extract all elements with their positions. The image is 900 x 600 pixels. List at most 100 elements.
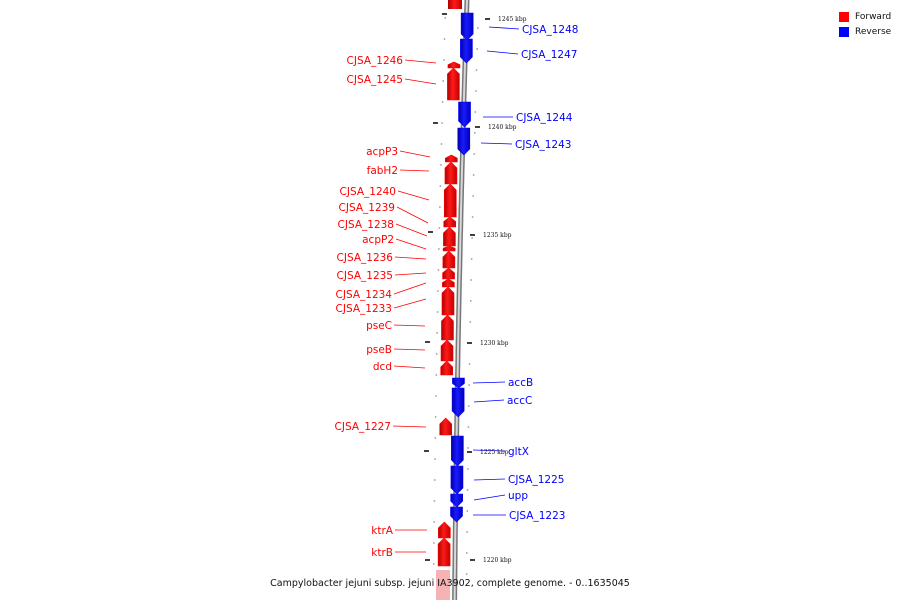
scale-ticks: 1245 kbp 1240 kbp 1235 kbp 1230 kbp 1225 kbp… <box>424 13 527 575</box>
gene-arrow-ktra <box>438 521 451 539</box>
gene-label-cjsa-1248: CJSA_1248 <box>522 24 578 36</box>
gene-label-accc: accC <box>507 395 532 407</box>
tick-label: 1240 kbp <box>488 124 517 131</box>
leader-line-cjsa-1246 <box>404 59 437 64</box>
offscreen-gene-fragment <box>448 0 462 9</box>
leader-line-fabh2 <box>399 169 430 172</box>
gene-label-fabh2: fabH2 <box>367 165 398 177</box>
gene-arrow-pseb <box>440 339 454 362</box>
gene-label-cjsa-1227: CJSA_1227 <box>335 421 391 433</box>
gene-arrow-cjsa-1243 <box>457 127 471 156</box>
leader-line-acpp3 <box>399 150 431 158</box>
leader-line-cjsa-1233 <box>393 298 427 309</box>
gene-label-cjsa-1247: CJSA_1247 <box>521 49 577 61</box>
gene-arrow-layer <box>436 0 474 600</box>
gene-arrow-cjsa-1239 <box>443 216 457 228</box>
gene-arrow-gltx <box>451 435 464 467</box>
leader-line-dcd <box>393 365 426 369</box>
leader-line-cjsa-1245 <box>404 78 437 85</box>
leader-line-cjsa-1234 <box>393 282 427 295</box>
genome-caption: Campylobacter jejuni subsp. jejuni IA390… <box>270 578 630 589</box>
gene-label-cjsa-1245: CJSA_1245 <box>347 74 403 86</box>
gene-label-cjsa-1223: CJSA_1223 <box>509 510 565 522</box>
gene-arrow-fabh2 <box>444 161 458 185</box>
gene-arrow-cjsa-1246 <box>447 61 461 69</box>
gene-arrow-cjsa-1227 <box>439 417 453 436</box>
legend-item-forward: Forward <box>839 9 891 24</box>
offscreen-gene-fragment <box>436 570 450 600</box>
leader-line-cjsa-1225 <box>473 478 506 481</box>
tick-label: 1245 kbp <box>498 16 527 23</box>
gene-label-accb: accB <box>508 377 533 389</box>
gene-arrow-cjsa-1240 <box>443 183 457 218</box>
leader-line-accb <box>472 381 506 384</box>
gene-label-dcd: dcd <box>373 361 392 373</box>
legend-forward-label: Forward <box>855 11 892 22</box>
gene-label-psec: pseC <box>366 320 392 332</box>
gene-arrow-psec <box>441 314 454 341</box>
gene-label-cjsa-1236: CJSA_1236 <box>337 252 394 264</box>
gene-label-cjsa-1239: CJSA_1239 <box>339 202 395 214</box>
leader-line-upp <box>473 494 506 501</box>
gene-arrow-cjsa-1233 <box>441 286 455 316</box>
legend-reverse-label: Reverse <box>855 26 892 37</box>
gene-label-layer: CJSA_1248 CJSA_1247 CJSA_1246 CJSA_1245 CJSA… <box>335 24 579 559</box>
gene-arrow-cjsa-1245 <box>447 67 460 101</box>
gene-label-cjsa-1225: CJSA_1225 <box>508 474 564 486</box>
leader-line-cjsa-1227 <box>392 425 427 428</box>
gene-label-cjsa-1246: CJSA_1246 <box>347 55 404 67</box>
legend-item-reverse: Reverse <box>839 24 891 39</box>
gene-arrow-cjsa-1235 <box>442 267 455 280</box>
leader-line-gltx <box>472 449 506 452</box>
forward-swatch <box>839 11 849 22</box>
gene-label-cjsa-1243: CJSA_1243 <box>515 139 571 151</box>
leader-line-cjsa-1243 <box>480 142 513 145</box>
gene-arrow-acpp2 <box>442 245 456 252</box>
gene-label-gltx: gltX <box>508 446 529 458</box>
gene-label-ktrb: ktrB <box>371 547 393 559</box>
gene-label-upp: upp <box>508 490 528 502</box>
gene-arrow-upp <box>450 493 463 508</box>
leader-line-cjsa-1247 <box>486 50 519 55</box>
leader-line-acpp2 <box>395 238 427 250</box>
tick-label: 1225 kbp <box>480 449 509 456</box>
gene-arrow-ktrb <box>437 537 451 567</box>
gene-arrow-acpp3 <box>445 154 458 163</box>
leader-line-cjsa-1240 <box>397 190 430 201</box>
gene-label-cjsa-1238: CJSA_1238 <box>338 219 394 231</box>
leader-line-cjsa-1236 <box>394 256 427 260</box>
leader-line-cjsa-1238 <box>395 223 428 237</box>
gene-arrow-cjsa-1248 <box>460 12 474 41</box>
gene-label-cjsa-1234: CJSA_1234 <box>336 289 393 301</box>
reverse-swatch <box>839 26 849 37</box>
gene-arrow-dcd <box>440 360 454 376</box>
gene-arrow-accc <box>451 387 465 418</box>
gene-arrow-cjsa-1247 <box>460 38 473 64</box>
gene-label-cjsa-1240: CJSA_1240 <box>340 186 396 198</box>
gene-label-acpp2: acpP2 <box>362 234 394 246</box>
gene-arrow-cjsa-1238 <box>443 226 456 247</box>
gene-arrow-cjsa-1223 <box>450 506 463 523</box>
leader-line-psec <box>393 324 426 327</box>
gene-arrow-cjsa-1234 <box>442 278 455 288</box>
leader-line-cjsa-1235 <box>394 272 427 276</box>
gene-label-cjsa-1233: CJSA_1233 <box>336 303 392 315</box>
gene-arrow-cjsa-1244 <box>458 101 471 128</box>
gene-arrow-cjsa-1225 <box>450 465 464 495</box>
tick-label: 1230 kbp <box>480 340 509 347</box>
gene-label-pseb: pseB <box>366 344 392 356</box>
gene-arrow-accb <box>452 377 465 389</box>
legend: Forward Reverse <box>839 9 891 39</box>
gene-label-cjsa-1244: CJSA_1244 <box>516 112 573 124</box>
gene-label-acpp3: acpP3 <box>366 146 398 158</box>
leader-line-accc <box>473 399 505 403</box>
leader-line-cjsa-1248 <box>488 26 520 30</box>
gene-label-ktra: ktrA <box>371 525 394 537</box>
gene-label-cjsa-1235: CJSA_1235 <box>337 270 393 282</box>
tick-label: 1220 kbp <box>483 557 512 564</box>
tick-label: 1235 kbp <box>483 232 512 239</box>
gene-arrow-cjsa-1236 <box>442 250 456 269</box>
leader-line-cjsa-1239 <box>396 206 429 224</box>
leader-line-pseb <box>393 348 426 351</box>
